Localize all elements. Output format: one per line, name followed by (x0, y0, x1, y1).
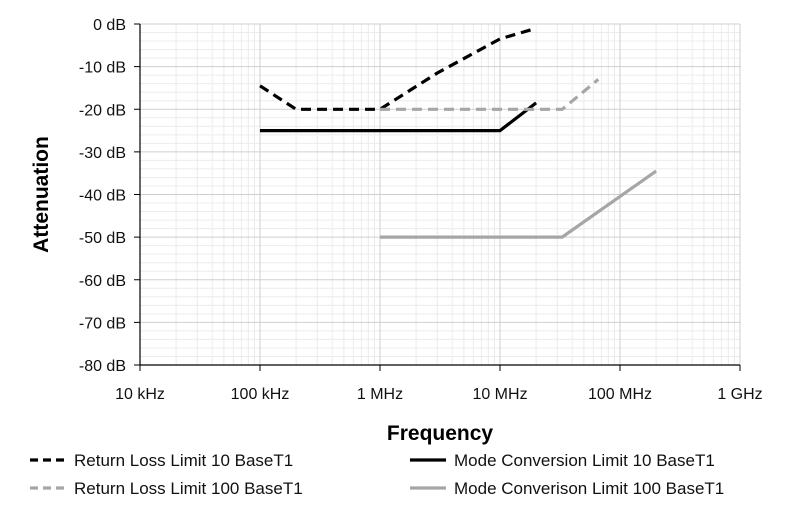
x-tick-label: 100 kHz (231, 386, 290, 403)
y-tick-label: -10 dB (79, 60, 126, 77)
legend-label-1: Return Loss Limit 10 BaseT1 (74, 451, 293, 470)
series-line-2 (260, 101, 538, 133)
y-tick-label: -20 dB (79, 102, 126, 119)
y-tick-label: -30 dB (79, 145, 126, 162)
y-axis-title: Attenuation (30, 136, 53, 253)
x-tick-label: 10 MHz (472, 386, 527, 403)
series-line-3 (380, 78, 600, 111)
x-axis-title: Frequency (387, 422, 494, 445)
x-tick-label: 100 MHz (588, 386, 652, 403)
x-tick-label: 10 kHz (115, 386, 165, 403)
series-line-4 (380, 169, 658, 239)
y-tick-label: -40 dB (79, 188, 126, 205)
series-line-1 (259, 26, 537, 111)
legend-label-2: Mode Conversion Limit 10 BaseT1 (454, 451, 715, 470)
x-tick-label: 1 MHz (357, 386, 403, 403)
x-tick-label: 1 GHz (717, 386, 762, 403)
y-tick-label: -70 dB (79, 315, 126, 332)
y-tick-label: 0 dB (93, 17, 126, 34)
y-tick-label: -80 dB (79, 358, 126, 375)
y-tick-label: -60 dB (79, 273, 126, 290)
legend-label-3: Return Loss Limit 100 BaseT1 (74, 479, 303, 498)
y-tick-label: -50 dB (79, 230, 126, 247)
legend-label-4: Mode Converison Limit 100 BaseT1 (454, 479, 724, 498)
